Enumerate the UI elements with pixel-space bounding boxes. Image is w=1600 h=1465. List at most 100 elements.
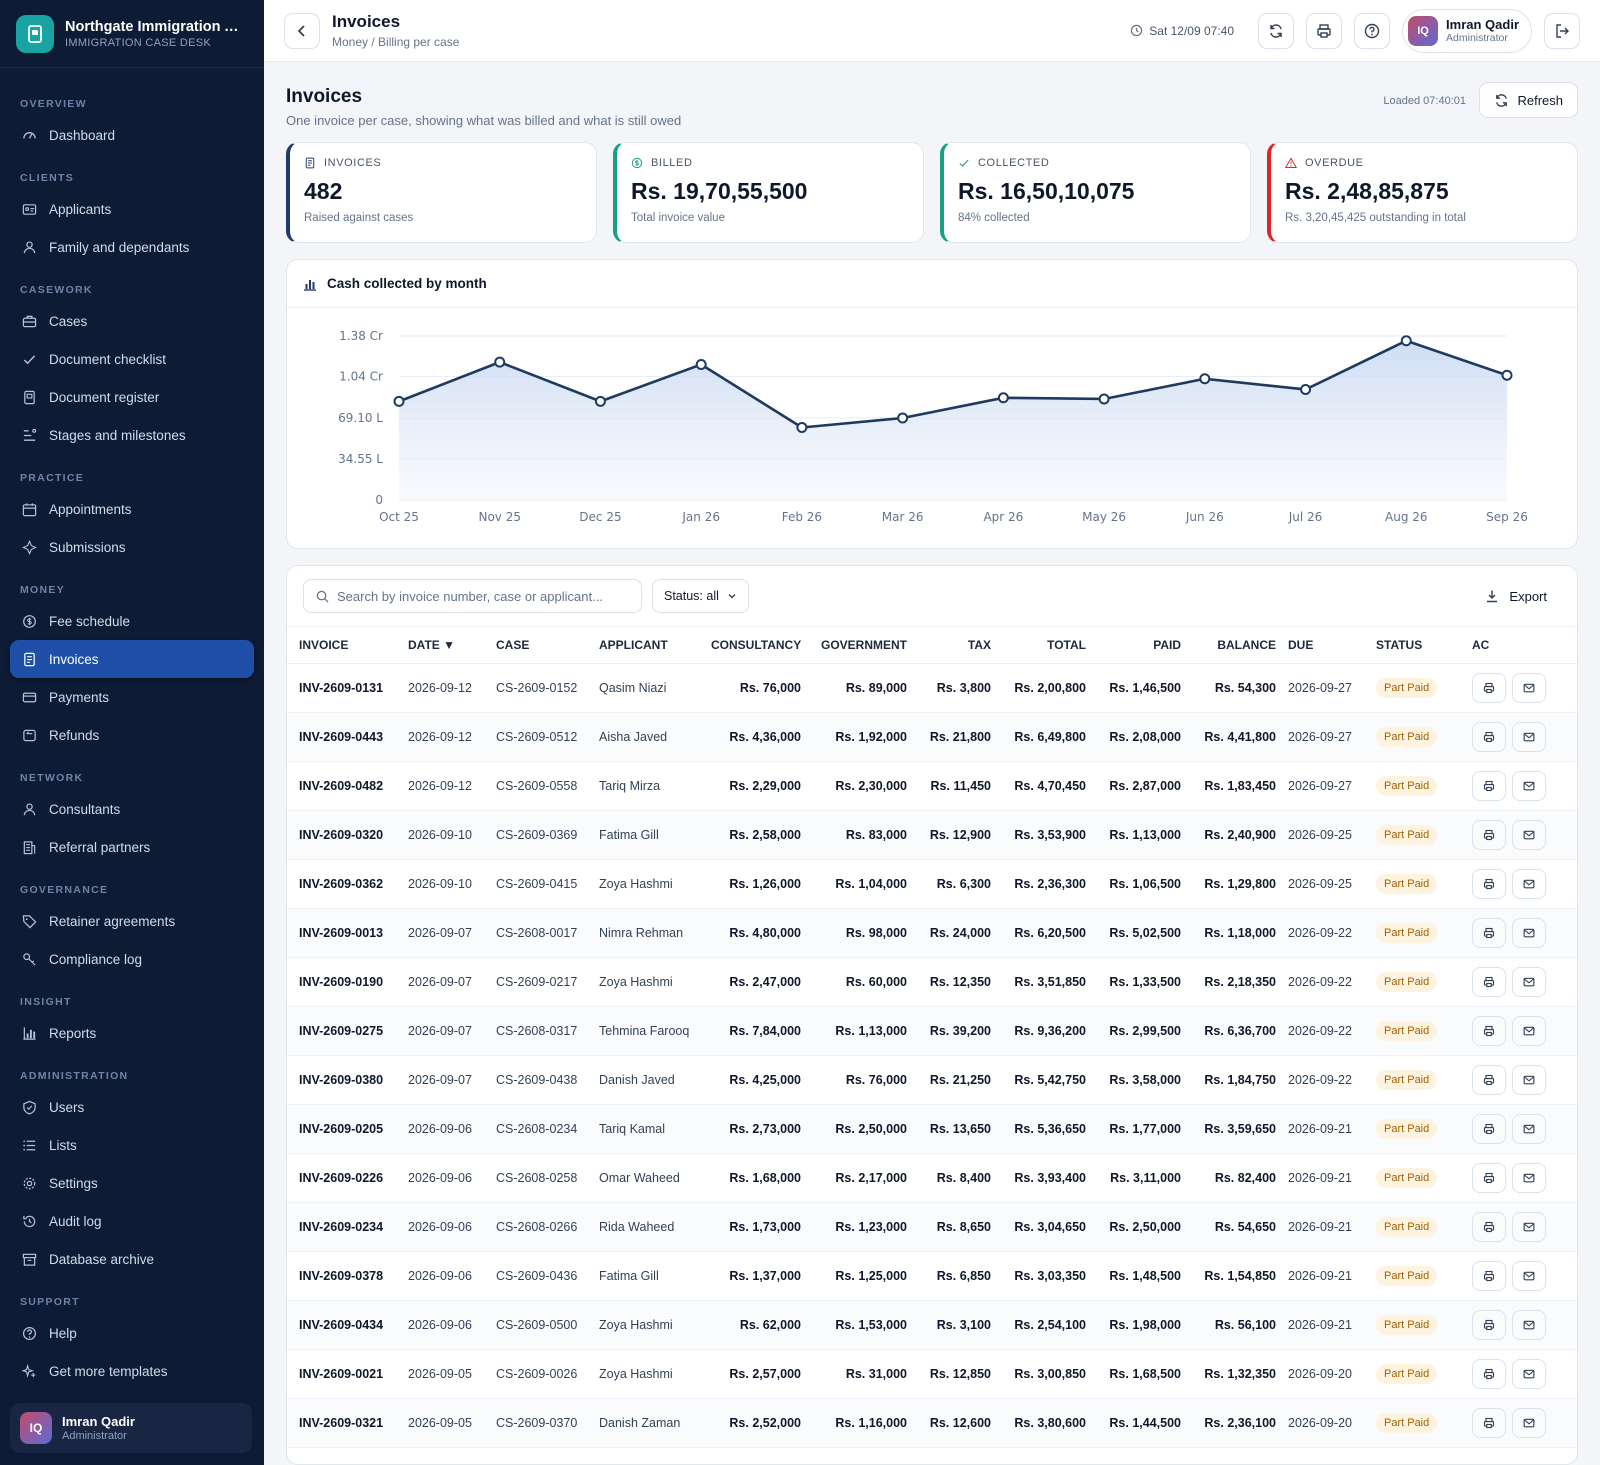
email-invoice-button[interactable] [1512,918,1546,948]
sidebar-item-document-register[interactable]: Document register [10,378,254,416]
sidebar-item-referral-partners[interactable]: Referral partners [10,828,254,866]
data-point[interactable] [1400,335,1412,347]
data-point[interactable] [1300,383,1312,395]
export-button[interactable]: Export [1471,589,1561,604]
table-row[interactable]: INV-2609-0434 2026-09-06 CS-2609-0500 Zoya … [287,1300,1577,1350]
sidebar-item-submissions[interactable]: Submissions [10,528,254,566]
print-invoice-button[interactable] [1472,771,1506,801]
email-invoice-button[interactable] [1512,1163,1546,1193]
print-invoice-button[interactable] [1472,1016,1506,1046]
table-row[interactable]: INV-2609-0380 2026-09-07 CS-2609-0438 Danis… [287,1055,1577,1105]
print-invoice-button[interactable] [1472,1408,1506,1438]
sidebar-item-dashboard[interactable]: Dashboard [10,116,254,154]
email-invoice-button[interactable] [1512,1065,1546,1095]
table-row[interactable]: INV-2609-0013 2026-09-07 CS-2608-0017 Nimra… [287,908,1577,958]
table-row[interactable]: INV-2609-0362 2026-09-10 CS-2609-0415 Zoya … [287,859,1577,909]
cell-invoice: INV-2609-0234 [287,1202,402,1252]
email-invoice-button[interactable] [1512,771,1546,801]
print-invoice-button[interactable] [1472,722,1506,752]
print-invoice-button[interactable] [1472,1261,1506,1291]
sidebar-user-card[interactable]: IQ Imran Qadir Administrator [10,1403,252,1453]
sidebar-item-applicants[interactable]: Applicants [10,190,254,228]
sidebar-item-retainer-agreements[interactable]: Retainer agreements [10,902,254,940]
print-invoice-button[interactable] [1472,820,1506,850]
table-row[interactable]: INV-2609-0234 2026-09-06 CS-2608-0266 Rida … [287,1202,1577,1252]
data-point[interactable] [1098,393,1110,405]
email-invoice-button[interactable] [1512,967,1546,997]
email-invoice-button[interactable] [1512,1310,1546,1340]
table-row[interactable]: INV-2609-0205 2026-09-06 CS-2608-0234 Tariq… [287,1104,1577,1154]
data-point[interactable] [494,356,506,368]
data-point[interactable] [594,395,606,407]
sidebar-item-refunds[interactable]: Refunds [10,716,254,754]
status-filter[interactable]: Status: all [652,579,749,613]
search-box[interactable] [303,579,642,613]
print-invoice-button[interactable] [1472,1114,1506,1144]
data-point[interactable] [695,359,707,371]
user-menu[interactable]: IQ Imran Qadir Administrator [1402,8,1532,53]
data-point[interactable] [1501,369,1513,381]
data-point[interactable] [1199,373,1211,385]
sidebar-item-users[interactable]: Users [10,1088,254,1126]
print-invoice-button[interactable] [1472,967,1506,997]
email-invoice-button[interactable] [1512,1016,1546,1046]
sidebar-item-database-archive[interactable]: Database archive [10,1240,254,1278]
sidebar-item-fee-schedule[interactable]: Fee schedule [10,602,254,640]
table-row[interactable]: INV-2609-0021 2026-09-05 CS-2609-0026 Zoya … [287,1349,1577,1399]
sidebar-item-appointments[interactable]: Appointments [10,490,254,528]
email-invoice-button[interactable] [1512,869,1546,899]
print-button[interactable] [1306,12,1343,49]
sidebar-item-document-checklist[interactable]: Document checklist [10,340,254,378]
back-button[interactable] [284,12,320,49]
table-row[interactable]: INV-2609-0226 2026-09-06 CS-2608-0258 Omar … [287,1153,1577,1203]
table-row[interactable]: INV-2609-0443 2026-09-12 CS-2609-0512 Aisha… [287,712,1577,762]
refresh-button[interactable]: Refresh [1479,82,1578,118]
data-point[interactable] [393,395,405,407]
column-header-date[interactable]: DATE ▼ [402,626,490,664]
print-invoice-button[interactable] [1472,869,1506,899]
email-invoice-button[interactable] [1512,1114,1546,1144]
table-row[interactable]: INV-2609-0482 2026-09-12 CS-2609-0558 Tariq… [287,761,1577,811]
sidebar-item-invoices[interactable]: Invoices [10,640,254,678]
sidebar-item-payments[interactable]: Payments [10,678,254,716]
table-row[interactable]: INV-2609-0131 2026-09-12 CS-2609-0152 Qasim… [287,663,1577,713]
table-row[interactable]: INV-2609-0321 2026-09-05 CS-2609-0370 Danis… [287,1398,1577,1448]
sidebar-item-get-more-templates[interactable]: Get more templates [10,1352,254,1390]
cell-case: CS-2609-0500 [490,1300,593,1350]
email-invoice-button[interactable] [1512,1261,1546,1291]
print-invoice-button[interactable] [1472,673,1506,703]
sidebar-item-lists[interactable]: Lists [10,1126,254,1164]
print-invoice-button[interactable] [1472,1163,1506,1193]
sidebar-item-family-and-dependants[interactable]: Family and dependants [10,228,254,266]
data-point[interactable] [997,392,1009,404]
table-row[interactable]: INV-2609-0190 2026-09-07 CS-2609-0217 Zoya … [287,957,1577,1007]
print-invoice-button[interactable] [1472,1065,1506,1095]
sidebar-item-help[interactable]: Help [10,1314,254,1352]
data-point[interactable] [796,422,808,434]
table-row[interactable]: INV-2609-0320 2026-09-10 CS-2609-0369 Fatim… [287,810,1577,860]
email-invoice-button[interactable] [1512,673,1546,703]
sidebar-item-consultants[interactable]: Consultants [10,790,254,828]
search-input[interactable] [337,588,627,604]
data-point[interactable] [897,412,909,424]
sidebar-item-stages-and-milestones[interactable]: Stages and milestones [10,416,254,454]
print-invoice-button[interactable] [1472,1310,1506,1340]
help-button[interactable] [1354,12,1391,49]
sync-button[interactable] [1258,12,1295,49]
table-row[interactable]: INV-2609-0275 2026-09-07 CS-2608-0317 Tehmi… [287,1006,1577,1056]
sidebar-item-compliance-log[interactable]: Compliance log [10,940,254,978]
table-row[interactable]: INV-2609-0378 2026-09-06 CS-2609-0436 Fatim… [287,1251,1577,1301]
print-invoice-button[interactable] [1472,918,1506,948]
email-invoice-button[interactable] [1512,820,1546,850]
email-invoice-button[interactable] [1512,1212,1546,1242]
print-invoice-button[interactable] [1472,1212,1506,1242]
email-invoice-button[interactable] [1512,1359,1546,1389]
email-invoice-button[interactable] [1512,1408,1546,1438]
print-invoice-button[interactable] [1472,1359,1506,1389]
email-invoice-button[interactable] [1512,722,1546,752]
sidebar-item-cases[interactable]: Cases [10,302,254,340]
sidebar-item-audit-log[interactable]: Audit log [10,1202,254,1240]
sidebar-item-reports[interactable]: Reports [10,1014,254,1052]
logout-button[interactable] [1544,12,1580,49]
sidebar-item-settings[interactable]: Settings [10,1164,254,1202]
